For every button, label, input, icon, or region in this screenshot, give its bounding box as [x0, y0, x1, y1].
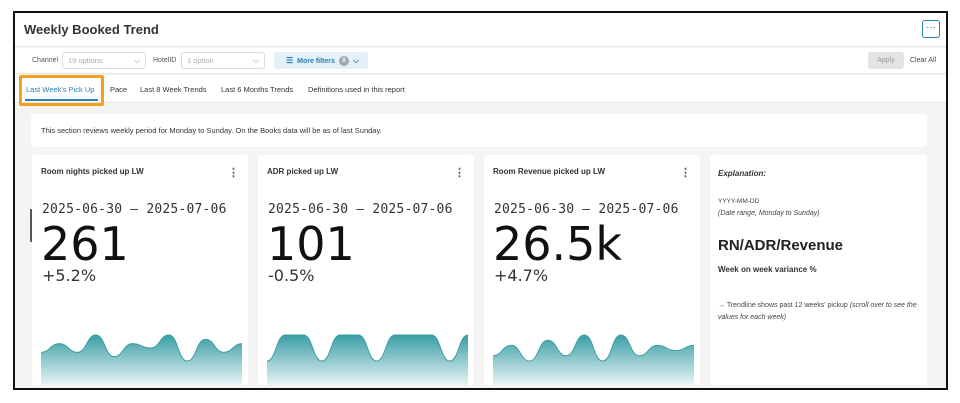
active-tab-indicator	[25, 99, 98, 101]
card-value: 26.5k	[493, 217, 623, 271]
info-banner: This section reviews weekly period for M…	[31, 114, 927, 147]
card-value: 101	[267, 217, 355, 271]
card-title: Room nights picked up LW	[41, 167, 144, 176]
chevron-down-icon: ⌵	[133, 56, 140, 65]
channel-select[interactable]: 19 options ⌵	[62, 52, 146, 69]
hotel-select-value: 1 option	[187, 56, 214, 65]
explanation-card: Explanation: YYYY-MM-DD (Date range, Mon…	[710, 155, 927, 385]
report-title: Weekly Booked Trend	[24, 22, 159, 37]
card-date-range: 2025-06-30 — 2025-07-06	[494, 202, 679, 217]
trendline-chart[interactable]	[493, 325, 694, 385]
trendline-note-text: → Trendline shows past 12 weeks' pickup	[718, 302, 848, 309]
variance-note: Week on week variance %	[718, 265, 817, 274]
trendline-line	[41, 334, 242, 362]
kpi-card-room-revenue: Room Revenue picked up LW ⋮ 2025-06-30 —…	[484, 155, 700, 385]
kebab-menu-icon[interactable]: ⋮	[228, 167, 239, 179]
trendline-chart[interactable]	[41, 325, 242, 385]
resize-handle[interactable]	[30, 209, 33, 242]
tab-highlight-box	[19, 75, 104, 106]
card-variance: +4.7%	[494, 266, 549, 285]
card-title: Room Revenue picked up LW	[493, 167, 606, 176]
kebab-menu-icon[interactable]: ⋮	[680, 167, 691, 179]
apply-button[interactable]: Apply	[868, 52, 904, 69]
tab-last-8-week-trends[interactable]: Last 8 Week Trends	[140, 85, 207, 94]
tab-last-weeks-pick-up[interactable]: Last Week's Pick Up	[26, 85, 95, 94]
trendline-note: → Trendline shows past 12 weeks' pickup …	[718, 300, 918, 324]
chevron-down-icon: ⌵	[352, 56, 359, 65]
explanation-heading: Explanation:	[718, 169, 767, 178]
more-options-button[interactable]: ···	[922, 20, 940, 38]
hotel-select[interactable]: 1 option ⌵	[181, 52, 265, 69]
trendline-chart[interactable]	[267, 325, 468, 385]
date-range-note: (Date range, Monday to Sunday)	[718, 210, 820, 217]
tab-bar: Last Week's Pick Up Pace Last 8 Week Tre…	[15, 75, 946, 106]
kpi-card-adr: ADR picked up LW ⋮ 2025-06-30 — 2025-07-…	[258, 155, 474, 385]
trendline-area	[41, 335, 242, 385]
more-filters-label: More filters	[297, 58, 335, 65]
metric-names: RN/ADR/Revenue	[718, 237, 844, 254]
hotel-filter-label: HotelID	[153, 57, 177, 64]
trendline-line	[493, 334, 694, 362]
report-panel: Weekly Booked Trend ··· Channel 19 optio…	[13, 11, 948, 390]
card-variance: +5.2%	[42, 266, 97, 285]
trendline-area	[267, 335, 468, 385]
filter-count-badge: 0	[338, 56, 349, 66]
trendline-note-italic: (scroll over to see the values for each …	[718, 302, 917, 321]
kpi-card-room-nights: Room nights picked up LW ⋮ 2025-06-30 — …	[32, 155, 248, 385]
tab-definitions[interactable]: Definitions used in this report	[308, 85, 405, 94]
card-date-range: 2025-06-30 — 2025-07-06	[268, 202, 453, 217]
card-value: 261	[41, 217, 129, 271]
more-filters-button[interactable]: ☰ More filters 0 ⌵	[274, 52, 368, 69]
filter-icon: ☰	[286, 56, 294, 65]
card-date-range: 2025-06-30 — 2025-07-06	[42, 202, 227, 217]
kebab-menu-icon[interactable]: ⋮	[454, 167, 465, 179]
channel-filter-label: Channel	[32, 57, 59, 64]
card-title: ADR picked up LW	[267, 167, 339, 176]
info-text: This section reviews weekly period for M…	[41, 126, 382, 135]
date-format-text: YYYY-MM-DD	[718, 198, 760, 205]
chevron-down-icon: ⌵	[252, 56, 259, 65]
filter-bar: Channel 19 options ⌵ HotelID 1 option ⌵ …	[15, 48, 946, 74]
trendline-line	[267, 334, 468, 362]
tab-last-6-months-trends[interactable]: Last 6 Months Trends	[221, 85, 294, 94]
channel-select-value: 19 options	[68, 56, 103, 65]
tab-pace[interactable]: Pace	[110, 85, 128, 94]
card-variance: -0.5%	[268, 266, 315, 285]
clear-all-link[interactable]: Clear All	[910, 57, 937, 64]
trendline-area	[493, 335, 694, 385]
title-bar: Weekly Booked Trend ···	[15, 13, 946, 47]
